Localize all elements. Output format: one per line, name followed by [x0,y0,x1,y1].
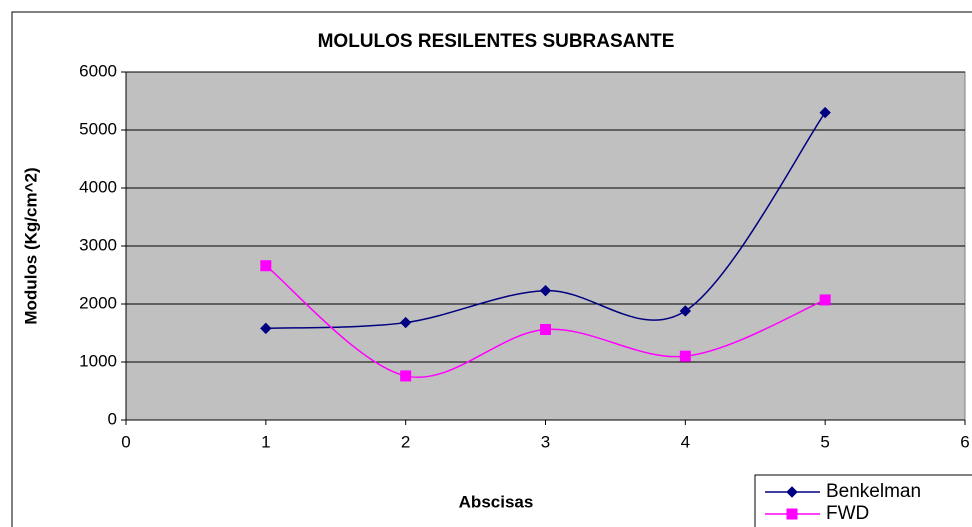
x-tick-label: 0 [121,432,130,451]
marker [400,370,412,382]
marker [260,260,272,272]
y-tick-label: 2000 [79,293,117,312]
y-tick-label: 4000 [79,177,117,196]
y-axis-label: Modulos (Kg/cm^2) [21,167,40,324]
legend-label: FWD [826,503,869,524]
marker [786,486,798,498]
marker [819,106,831,119]
marker [260,322,272,335]
marker [679,350,691,362]
legend-label: Benkelman [826,481,921,502]
marker [540,324,551,336]
x-tick-label: 5 [820,432,829,451]
y-tick-label: 1000 [79,351,117,370]
y-tick-label: 5000 [79,119,117,138]
y-tick-label: 6000 [79,61,117,80]
x-tick-label: 6 [960,432,969,451]
y-tick-label: 3000 [79,235,117,254]
x-axis-label: Abscisas [459,492,534,511]
chart-title: MOLULOS RESILENTES SUBRASANTE [318,31,675,52]
x-tick-label: 1 [261,432,270,451]
marker [786,508,798,520]
x-tick-label: 3 [541,432,550,451]
marker [819,294,831,306]
x-tick-label: 2 [401,432,410,451]
marker [399,316,412,329]
series-line [265,112,826,330]
y-tick-label: 0 [108,409,117,428]
x-tick-label: 4 [681,432,690,451]
marker [539,284,552,297]
marker [679,305,692,317]
